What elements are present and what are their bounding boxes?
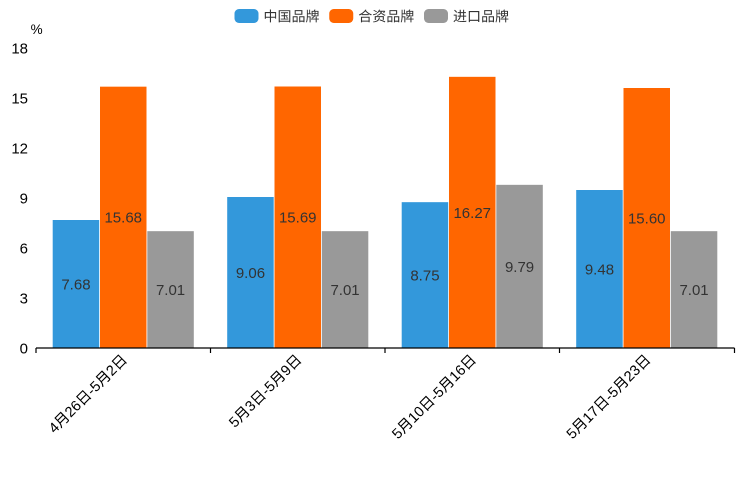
- svg-text:7.01: 7.01: [156, 282, 185, 299]
- svg-text:7.01: 7.01: [330, 282, 359, 299]
- svg-text:6: 6: [20, 240, 28, 257]
- svg-text:15.68: 15.68: [104, 210, 142, 227]
- svg-text:16.27: 16.27: [453, 205, 491, 222]
- svg-text:7.01: 7.01: [679, 282, 708, 299]
- svg-text:15.69: 15.69: [279, 210, 317, 227]
- svg-text:9.48: 9.48: [585, 261, 614, 278]
- svg-text:9.79: 9.79: [505, 259, 534, 276]
- svg-text:9: 9: [20, 190, 28, 207]
- svg-text:18: 18: [11, 40, 28, 57]
- svg-text:15.60: 15.60: [628, 210, 666, 227]
- svg-text:12: 12: [11, 140, 28, 157]
- svg-text:3: 3: [20, 290, 28, 307]
- svg-text:7.68: 7.68: [61, 276, 90, 293]
- svg-text:8.75: 8.75: [410, 267, 439, 284]
- svg-text:15: 15: [11, 90, 28, 107]
- svg-text:%: %: [31, 22, 43, 37]
- svg-text:0: 0: [20, 340, 28, 357]
- svg-text:9.06: 9.06: [236, 265, 265, 282]
